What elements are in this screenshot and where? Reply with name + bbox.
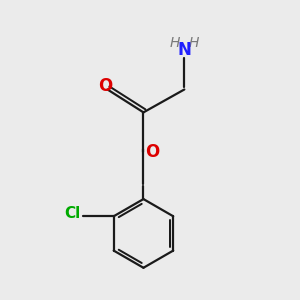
Text: O: O xyxy=(98,76,112,94)
Text: H: H xyxy=(188,36,199,50)
Text: O: O xyxy=(146,142,160,160)
Text: Cl: Cl xyxy=(64,206,80,221)
Text: H: H xyxy=(170,36,180,50)
Text: N: N xyxy=(177,41,191,59)
